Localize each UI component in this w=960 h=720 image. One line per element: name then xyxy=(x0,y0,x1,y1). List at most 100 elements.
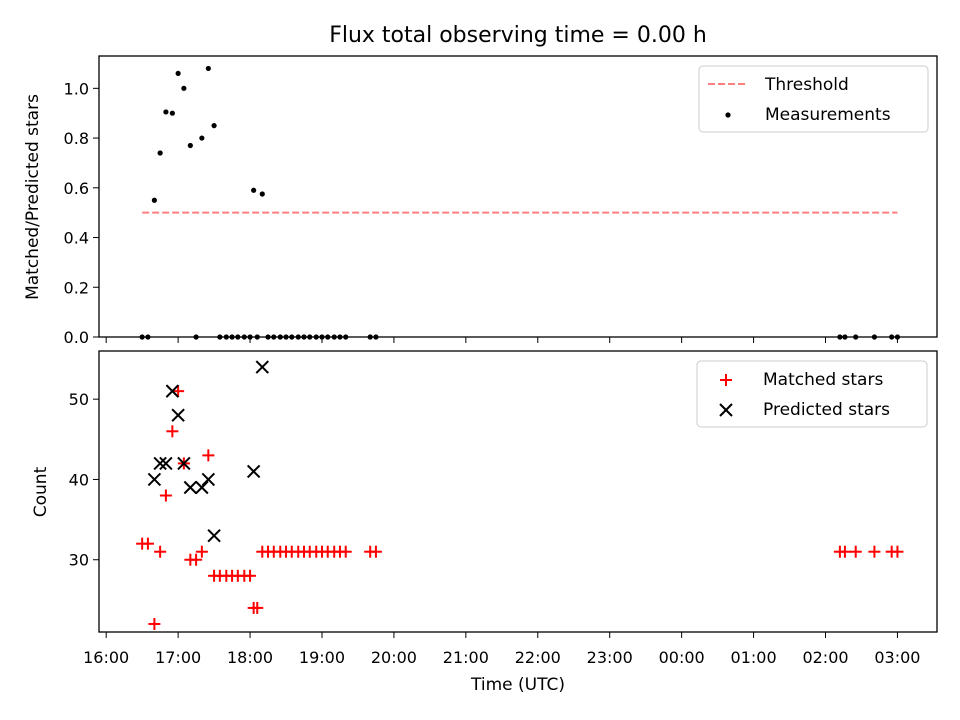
count-x-tick-label: 17:00 xyxy=(155,648,201,667)
predicted-star-point xyxy=(165,384,180,398)
ratio-y-tick-label: 1.0 xyxy=(64,79,89,98)
ratio-y-axis: 0.0 0.2 0.4 0.6 0.8 1.0 xyxy=(64,79,99,347)
measurement-point xyxy=(251,187,257,193)
matched-star-point xyxy=(891,545,904,558)
ratio-y-tick-label: 0.0 xyxy=(64,328,89,347)
measurement-point xyxy=(235,334,241,340)
count-marks xyxy=(136,360,904,630)
predicted-star-point xyxy=(255,360,269,374)
count-x-tick-label: 03:00 xyxy=(874,648,920,667)
measurement-point xyxy=(229,334,235,340)
measurement-point xyxy=(367,334,373,340)
count-y-label: Count xyxy=(31,466,51,517)
matched-star-point xyxy=(838,545,851,558)
measurement-point xyxy=(853,334,859,340)
count-x-tick-label: 02:00 xyxy=(802,648,848,667)
measurement-point xyxy=(217,334,223,340)
count-x-tick-label: 01:00 xyxy=(731,648,777,667)
measurement-point xyxy=(313,334,319,340)
ratio-y-tick-label: 0.4 xyxy=(64,229,89,248)
ratio-y-tick-label: 0.8 xyxy=(64,129,89,148)
measurement-point xyxy=(331,334,337,340)
matched-star-point xyxy=(141,537,154,550)
predicted-star-point xyxy=(153,456,167,471)
predicted-star-point xyxy=(177,456,191,471)
measurement-point xyxy=(205,65,211,72)
measurement-point xyxy=(295,334,301,340)
count-x-label: Time (UTC) xyxy=(470,675,565,695)
ratio-y-label: Matched/Predicted stars xyxy=(23,94,43,300)
figure-title: Flux total observing time = 0.00 h xyxy=(329,23,707,48)
measurement-point xyxy=(271,334,277,340)
ratio-legend-box xyxy=(698,65,929,133)
measurement-point xyxy=(181,85,187,91)
predicted-star-point xyxy=(201,472,216,487)
legend-measurements-label: Measurements xyxy=(765,105,891,125)
count-x-tick-label: 19:00 xyxy=(299,648,345,667)
count-y-tick-label: 40 xyxy=(69,470,89,489)
predicted-star-point xyxy=(171,408,185,422)
ratio-x-ticks xyxy=(105,337,898,343)
matched-star-point xyxy=(195,545,208,558)
measurement-point xyxy=(151,197,157,203)
measurement-point xyxy=(157,150,163,156)
legend-predicted-label: Predicted stars xyxy=(763,400,890,420)
ratio-plot-frame xyxy=(98,55,938,338)
measurement-point xyxy=(139,334,145,340)
ratio-y-tick-label: 0.6 xyxy=(64,179,89,198)
legend-threshold-label: Threshold xyxy=(764,75,849,95)
measurement-point xyxy=(211,123,217,129)
measurement-point xyxy=(187,142,193,149)
predicted-star-point xyxy=(246,464,261,479)
predicted-star-point xyxy=(195,480,209,495)
count-x-axis: 16:00 17:00 18:00 19:00 20:00 21:00 22:00 23:00… xyxy=(83,632,920,667)
ratio-panel: 0.0 0.2 0.4 0.6 0.8 1.0 Matched/Predicted sta… xyxy=(23,55,938,347)
count-y-axis: 30 40 50 xyxy=(69,390,99,570)
matched-star-point xyxy=(190,553,203,566)
count-panel: 30 40 50 16:00 17:00 18:00 19:00 20:00 21:00 22:… xyxy=(31,350,938,695)
measurement-point xyxy=(259,191,265,197)
matched-star-point xyxy=(849,545,862,558)
ratio-y-tick-label: 0.2 xyxy=(64,278,89,297)
ratio-marks xyxy=(139,65,901,340)
count-y-tick-label: 50 xyxy=(69,390,89,409)
count-plot-frame xyxy=(98,350,938,633)
count-x-tick-label: 22:00 xyxy=(515,648,561,667)
measurement-point xyxy=(175,70,181,77)
measurement-point xyxy=(842,334,848,340)
measurement-point xyxy=(373,334,379,340)
measurement-point xyxy=(343,334,349,340)
matched-star-point xyxy=(148,617,161,630)
matched-star-point xyxy=(244,569,257,582)
count-y-tick-label: 30 xyxy=(69,551,89,570)
legend-measurements-swatch xyxy=(725,112,731,118)
ratio-legend: Threshold Measurements xyxy=(698,65,929,133)
legend-matched-swatch xyxy=(720,374,732,386)
predicted-star-point xyxy=(147,472,162,487)
measurement-point xyxy=(319,334,325,340)
count-x-tick-label: 20:00 xyxy=(371,648,417,667)
measurement-point xyxy=(199,135,205,141)
count-x-tick-label: 18:00 xyxy=(227,648,273,667)
legend-predicted-swatch xyxy=(719,403,733,417)
count-x-tick-label: 21:00 xyxy=(443,648,489,667)
count-x-tick-label: 00:00 xyxy=(659,648,705,667)
measurement-point xyxy=(283,334,289,340)
measurement-point xyxy=(837,334,843,340)
count-x-tick-label: 23:00 xyxy=(587,648,633,667)
count-legend: Matched stars Predicted stars xyxy=(696,360,928,428)
matched-star-point xyxy=(251,601,264,614)
measurement-point xyxy=(307,334,313,340)
measurement-point xyxy=(289,334,295,340)
measurement-point xyxy=(277,334,283,340)
measurement-point xyxy=(325,334,331,340)
measurement-point xyxy=(145,334,151,340)
matched-star-point xyxy=(202,449,215,462)
matched-star-point xyxy=(166,425,179,438)
measurement-point xyxy=(241,334,247,340)
measurement-point xyxy=(894,334,901,340)
matched-star-point xyxy=(868,545,881,558)
matched-star-point xyxy=(154,545,167,558)
count-legend-box xyxy=(696,360,928,428)
